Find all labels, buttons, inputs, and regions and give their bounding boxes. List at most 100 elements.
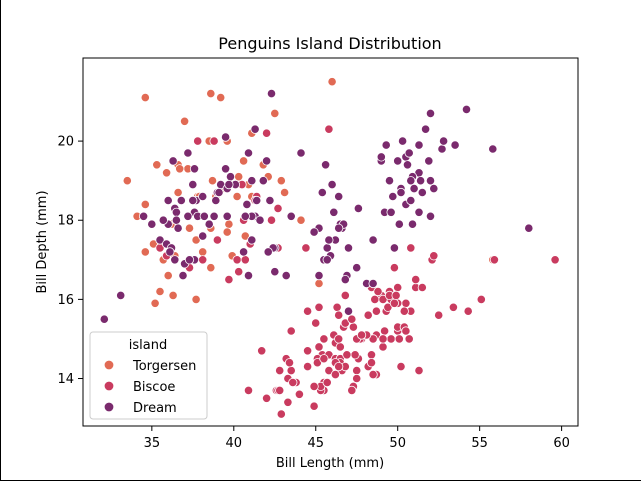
data-point [155, 286, 165, 297]
data-point [225, 172, 236, 182]
data-point [420, 124, 431, 134]
data-point [247, 235, 257, 245]
data-point [266, 89, 277, 99]
data-point [191, 294, 201, 304]
data-point [183, 148, 193, 158]
y-tick-label: 18 [57, 214, 74, 229]
data-point [381, 140, 391, 150]
data-point [140, 247, 150, 257]
data-point [193, 136, 203, 146]
data-point [488, 144, 498, 154]
data-point [450, 140, 460, 150]
data-point [404, 334, 414, 344]
data-point [417, 282, 427, 293]
data-point [314, 302, 324, 312]
data-point [414, 140, 424, 150]
data-point [216, 93, 226, 103]
data-point [158, 215, 168, 225]
data-point [206, 89, 216, 99]
data-point [180, 116, 190, 126]
data-point [524, 223, 534, 233]
data-point [406, 243, 416, 253]
data-point [448, 302, 458, 312]
data-point [353, 203, 363, 213]
data-point [276, 409, 286, 419]
data-point [314, 278, 324, 289]
legend-label: Torgersen [132, 359, 196, 374]
data-point [184, 255, 195, 265]
data-point [209, 136, 219, 146]
data-point [347, 385, 357, 395]
data-point [378, 342, 388, 352]
data-point [414, 207, 424, 217]
data-point [173, 187, 183, 198]
data-point [198, 191, 208, 202]
points-layer [99, 77, 560, 419]
data-point [322, 243, 332, 253]
data-point [334, 310, 344, 320]
data-point [232, 255, 242, 265]
data-point [343, 243, 354, 253]
data-point [376, 152, 386, 162]
legend-marker [103, 401, 115, 413]
data-point [288, 377, 298, 388]
data-point [212, 235, 222, 245]
data-point [122, 176, 132, 186]
data-point [155, 235, 165, 245]
data-point [175, 164, 185, 174]
data-point [252, 195, 262, 206]
data-point [207, 176, 218, 186]
data-point [414, 365, 424, 376]
data-point [242, 199, 252, 209]
data-point [275, 385, 285, 395]
data-point [286, 365, 296, 376]
data-point [99, 314, 109, 324]
data-point [356, 330, 367, 340]
data-point [327, 77, 337, 87]
legend-title: island [129, 338, 167, 353]
data-point [250, 124, 260, 134]
data-point [239, 247, 249, 257]
data-point [329, 207, 339, 217]
data-point [393, 282, 403, 293]
y-tick-label: 16 [57, 293, 74, 308]
data-point [330, 369, 340, 380]
data-point [352, 365, 362, 376]
data-point [234, 267, 244, 277]
data-point [324, 124, 334, 134]
data-point [476, 294, 486, 304]
data-point [152, 160, 162, 170]
data-point [347, 314, 357, 324]
data-point [243, 148, 254, 158]
data-point [188, 195, 198, 206]
data-point [147, 219, 157, 229]
data-point [222, 211, 232, 221]
data-point [406, 176, 416, 186]
data-point [411, 274, 421, 285]
data-point [319, 354, 329, 364]
data-point [206, 263, 216, 273]
data-point [276, 176, 286, 186]
data-point [415, 176, 426, 186]
data-point [176, 195, 186, 206]
data-point [389, 263, 399, 273]
data-point [335, 342, 345, 352]
data-point [221, 164, 231, 174]
data-point [139, 211, 149, 221]
data-point [322, 255, 332, 265]
data-point [397, 136, 408, 146]
legend-box [89, 331, 208, 420]
data-point [379, 326, 390, 336]
data-point [317, 187, 327, 198]
data-point [261, 128, 272, 138]
data-point [399, 306, 409, 316]
data-point [366, 358, 377, 368]
data-point [322, 377, 332, 388]
data-point [424, 156, 434, 166]
data-point [384, 176, 395, 186]
data-point [394, 219, 404, 229]
data-point [463, 306, 473, 316]
data-point [270, 108, 280, 119]
data-point [116, 290, 126, 300]
